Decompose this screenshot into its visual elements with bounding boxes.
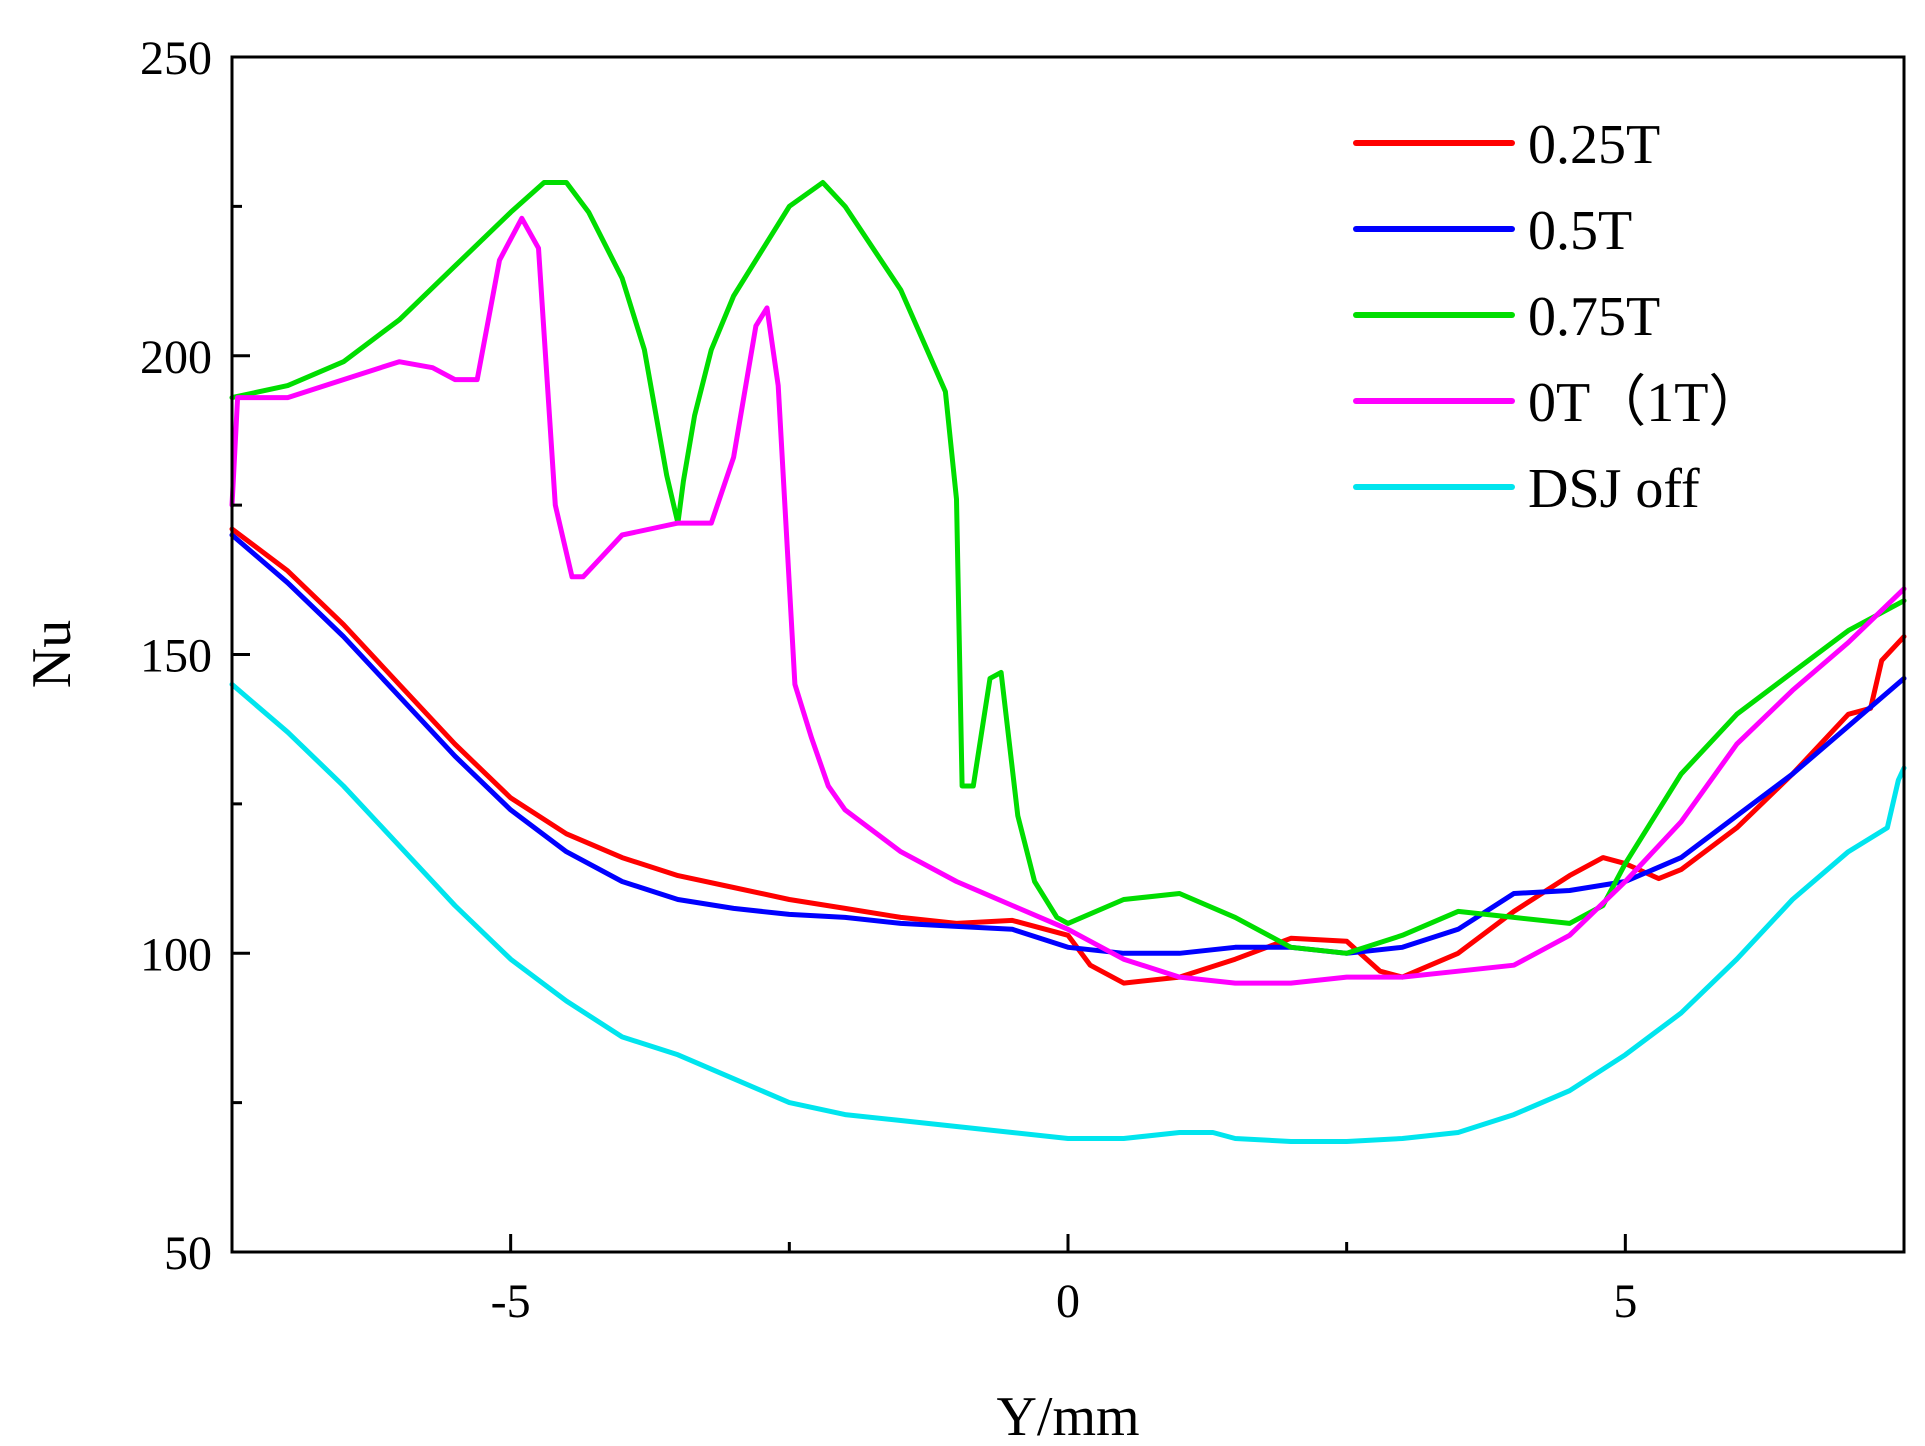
x-tick-label: -5 xyxy=(491,1275,531,1328)
y-axis-ticks: 50 100 150 200 250 xyxy=(140,32,250,1280)
series-line-1 xyxy=(229,532,1907,956)
y-tick-label: 50 xyxy=(164,1227,212,1280)
x-tick-label: 5 xyxy=(1613,1275,1637,1328)
legend-label-4: DSJ off xyxy=(1528,458,1700,520)
legend-label-3: 0T（1T） xyxy=(1528,372,1764,434)
legend: 0.25T 0.5T 0.75T 0T（1T） DSJ off xyxy=(1353,114,1764,520)
y-tick-label: 100 xyxy=(140,928,212,981)
series-line-2 xyxy=(229,180,1907,956)
y-tick-label: 150 xyxy=(140,630,212,683)
legend-label-2: 0.75T xyxy=(1528,286,1660,348)
legend-label-0: 0.25T xyxy=(1528,114,1660,176)
plot-lines xyxy=(229,180,1907,1144)
series-line-0 xyxy=(229,526,1907,986)
y-tick-label: 200 xyxy=(140,331,212,384)
series-line-4 xyxy=(229,681,1907,1144)
legend-label-1: 0.5T xyxy=(1528,200,1632,262)
x-tick-label: 0 xyxy=(1056,1275,1080,1328)
x-axis-ticks: -5 0 5 xyxy=(230,1234,1906,1328)
y-tick-label: 250 xyxy=(140,32,212,85)
x-axis-title: Y/mm xyxy=(996,1386,1139,1446)
y-axis-title: Nu xyxy=(21,620,83,688)
series-line-3 xyxy=(229,215,1907,986)
